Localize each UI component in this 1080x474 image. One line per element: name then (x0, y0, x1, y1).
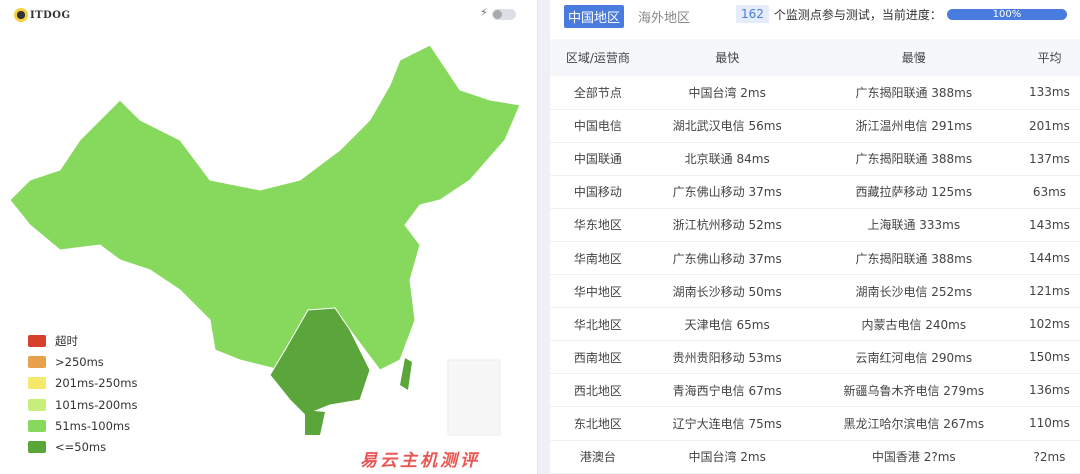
column-header: 最快 (645, 39, 809, 76)
table-cell: 137ms (1018, 142, 1080, 176)
table-cell: 144ms (1018, 241, 1080, 276)
table-cell: 150ms (1018, 340, 1080, 375)
table-cell: 136ms (1018, 373, 1080, 408)
legend-swatch (28, 398, 46, 411)
table-cell: 102ms (1018, 307, 1080, 342)
table-cell: 华南地区 (550, 241, 646, 276)
table-cell: 华中地区 (550, 274, 646, 309)
table-cell: 西藏拉萨移动 125ms (808, 175, 1019, 209)
itdog-logo: ITDOG (14, 8, 71, 22)
table-cell: 广东揭阳联通 388ms (808, 241, 1019, 276)
map-region-taiwan[interactable] (400, 358, 412, 390)
column-header: 平均 (1018, 39, 1080, 76)
table-cell: 中国联通 (550, 142, 646, 176)
table-row[interactable]: 华东地区 浙江杭州移动 52ms 上海联通 333ms 143ms (550, 208, 1080, 242)
table-row[interactable]: 西北地区 青海西宁电信 67ms 新疆乌鲁木齐电信 279ms 136ms (550, 373, 1080, 408)
table-cell: 湖北武汉电信 56ms (645, 109, 809, 143)
table-cell: 贵州贵阳移动 53ms (645, 340, 809, 375)
table-cell: 湖南长沙移动 50ms (645, 274, 809, 309)
table-cell: 新疆乌鲁木齐电信 279ms (808, 373, 1019, 408)
bolt-icon: ⚡ (480, 6, 488, 19)
legend-swatch (28, 377, 46, 390)
table-cell: 中国台湾 2ms (645, 76, 809, 110)
south-china-sea-inset (447, 359, 501, 436)
table-row[interactable]: 中国移动 广东佛山移动 37ms 西藏拉萨移动 125ms 63ms (550, 175, 1080, 209)
table-cell: 天津电信 65ms (645, 307, 809, 342)
table-row[interactable]: 华北地区 天津电信 65ms 内蒙古电信 240ms 102ms (550, 307, 1080, 342)
legend-swatch (28, 334, 46, 347)
panel-divider (537, 0, 550, 474)
table-cell: 西南地区 (550, 340, 646, 375)
legend-item[interactable]: 101ms-200ms (28, 394, 137, 415)
table-row[interactable]: 东北地区 辽宁大连电信 75ms 黑龙江哈尔滨电信 267ms 110ms (550, 406, 1080, 441)
table-cell: 133ms (1018, 76, 1080, 110)
legend-item[interactable]: <=50ms (28, 436, 137, 457)
table-cell: 143ms (1018, 208, 1080, 242)
table-cell: 上海联通 333ms (808, 208, 1019, 242)
table-cell: 黑龙江哈尔滨电信 267ms (808, 406, 1019, 441)
table-cell: 青海西宁电信 67ms (645, 373, 809, 408)
china-map[interactable] (0, 30, 537, 440)
table-row[interactable]: 中国联通 北京联通 84ms 广东揭阳联通 388ms 137ms (550, 142, 1080, 176)
tab-china[interactable]: 中国地区 (564, 5, 625, 28)
table-cell: 广东揭阳联通 388ms (808, 76, 1019, 110)
map-panel: ITDOG ⚡ 超时 >250ms 201ms-250ms 101ms-200m… (0, 0, 537, 474)
table-cell: 西北地区 (550, 373, 646, 408)
table-cell: 湖南长沙电信 252ms (808, 274, 1019, 309)
table-row[interactable]: 西南地区 贵州贵阳移动 53ms 云南红河电信 290ms 150ms (550, 340, 1080, 375)
table-cell: 110ms (1018, 406, 1080, 441)
table-cell: 东北地区 (550, 406, 646, 441)
legend-swatch (28, 355, 46, 368)
table-cell: 中国电信 (550, 109, 646, 143)
progress-bar: 100% (946, 8, 1067, 20)
table-row[interactable]: 华南地区 广东佛山移动 37ms 广东揭阳联通 388ms 144ms (550, 241, 1080, 276)
table-cell: 辽宁大连电信 75ms (645, 406, 809, 441)
table-cell: 华东地区 (550, 208, 646, 242)
table-cell: 201ms (1018, 109, 1080, 143)
legend-item[interactable]: 51ms-100ms (28, 415, 137, 436)
legend-swatch (28, 441, 46, 454)
node-count-badge: 162 (736, 5, 769, 23)
table-row[interactable]: 港澳台 中国台湾 2ms 中国香港 2?ms ?2ms (550, 440, 1080, 474)
tab-overseas[interactable]: 海外地区 (638, 11, 691, 26)
legend-item[interactable]: >250ms (28, 351, 137, 372)
table-cell: 浙江杭州移动 52ms (645, 208, 809, 242)
table-cell: 中国移动 (550, 175, 646, 209)
column-header: 区域/运营商 (550, 39, 646, 76)
legend-item[interactable]: 201ms-250ms (28, 373, 137, 394)
test-status: 162 个监测点参与测试，当前进度： 100% (736, 5, 1067, 23)
table-cell: 港澳台 (550, 440, 646, 474)
map-region-main[interactable] (9, 44, 521, 371)
column-header: 最慢 (808, 39, 1019, 76)
toggle-switch[interactable] (492, 9, 516, 20)
table-row[interactable]: 华中地区 湖南长沙移动 50ms 湖南长沙电信 252ms 121ms (550, 274, 1080, 309)
map-region-south[interactable] (269, 307, 371, 416)
table-row[interactable]: 中国电信 湖北武汉电信 56ms 浙江温州电信 291ms 201ms (550, 109, 1080, 143)
table-cell: 广东揭阳联通 388ms (808, 142, 1019, 176)
table-cell: 中国台湾 2ms (645, 440, 809, 474)
region-tabs: 中国地区 海外地区 (564, 5, 694, 28)
table-cell: 内蒙古电信 240ms (808, 307, 1019, 342)
watermark: 易云主机测评 (360, 451, 480, 471)
table-cell: 北京联通 84ms (645, 142, 809, 176)
legend-item[interactable]: 超时 (28, 330, 137, 351)
table-cell: 全部节点 (550, 76, 646, 110)
table-cell: ?2ms (1018, 440, 1080, 474)
table-cell: 广东佛山移动 37ms (645, 175, 809, 209)
table-row[interactable]: 全部节点 中国台湾 2ms 广东揭阳联通 388ms 133ms (550, 76, 1080, 110)
results-panel: 中国地区 海外地区 162 个监测点参与测试，当前进度： 100% 区域/运营商… (550, 0, 1080, 474)
results-table: 区域/运营商 最快 最慢 平均 全部节点 中国台湾 2ms 广东揭阳联通 388ms 133… (550, 39, 1080, 474)
table-cell: 云南红河电信 290ms (808, 340, 1019, 375)
table-cell: 浙江温州电信 291ms (808, 109, 1019, 143)
table-cell: 63ms (1018, 175, 1080, 209)
table-cell: 121ms (1018, 274, 1080, 309)
table-cell: 华北地区 (550, 307, 646, 342)
legend-swatch (28, 419, 46, 432)
progress-label: 个监测点参与测试，当前进度： (773, 7, 942, 22)
legend: 超时 >250ms 201ms-250ms 101ms-200ms 51ms-1… (28, 330, 137, 458)
table-cell: 中国香港 2?ms (808, 440, 1019, 474)
dog-icon (14, 8, 28, 22)
table-cell: 广东佛山移动 37ms (645, 241, 809, 276)
map-region-hainan[interactable] (305, 410, 325, 435)
